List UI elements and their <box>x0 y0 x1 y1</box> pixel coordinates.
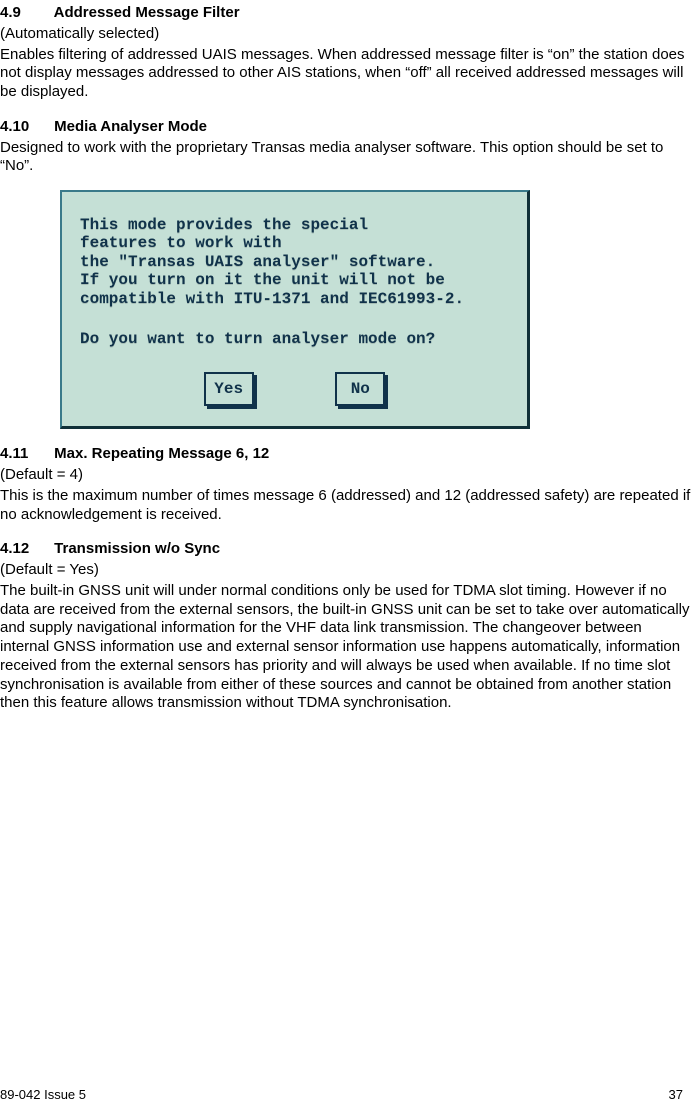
dialog-text-line: the "Transas UAIS analyser" software. <box>80 253 509 271</box>
dialog-text-line: This mode provides the special <box>80 216 509 234</box>
section-title: Transmission w/o Sync <box>54 540 220 557</box>
section-note: (Automatically selected) <box>0 25 693 44</box>
dialog-container: This mode provides the special features … <box>60 190 693 429</box>
section-title: Media Analyser Mode <box>54 118 207 135</box>
section-body: Enables filtering of addressed UAIS mess… <box>0 46 693 102</box>
section-heading-4-9: 4.9 Addressed Message Filter <box>0 4 693 23</box>
dialog-spacer <box>80 308 509 330</box>
footer-issue: 89-042 Issue 5 <box>0 1087 86 1103</box>
section-note: (Default = 4) <box>0 466 693 485</box>
section-number: 4.11 <box>0 445 50 464</box>
section-number: 4.9 <box>0 4 50 23</box>
section-number: 4.10 <box>0 118 50 137</box>
page: 4.9 Addressed Message Filter (Automatica… <box>0 0 693 1105</box>
analyser-mode-dialog: This mode provides the special features … <box>60 190 530 429</box>
dialog-prompt: Do you want to turn analyser mode on? <box>80 330 509 348</box>
section-title: Max. Repeating Message 6, 12 <box>54 445 269 462</box>
section-note: (Default = Yes) <box>0 561 693 580</box>
no-button[interactable]: No <box>335 372 385 406</box>
dialog-text-line: If you turn on it the unit will not be <box>80 271 509 289</box>
section-body: Designed to work with the proprietary Tr… <box>0 139 693 177</box>
section-body: The built-in GNSS unit will under normal… <box>0 582 693 713</box>
footer-page-number: 37 <box>669 1087 683 1103</box>
section-title: Addressed Message Filter <box>54 4 240 21</box>
yes-button[interactable]: Yes <box>204 372 254 406</box>
dialog-text-line: features to work with <box>80 234 509 252</box>
page-content: 4.9 Addressed Message Filter (Automatica… <box>0 0 693 713</box>
section-heading-4-10: 4.10 Media Analyser Mode <box>0 118 693 137</box>
section-number: 4.12 <box>0 540 50 559</box>
dialog-button-row: Yes No <box>80 372 509 406</box>
dialog-text-line: compatible with ITU-1371 and IEC61993-2. <box>80 290 509 308</box>
section-heading-4-11: 4.11 Max. Repeating Message 6, 12 <box>0 445 693 464</box>
section-body: This is the maximum number of times mess… <box>0 487 693 525</box>
section-heading-4-12: 4.12 Transmission w/o Sync <box>0 540 693 559</box>
